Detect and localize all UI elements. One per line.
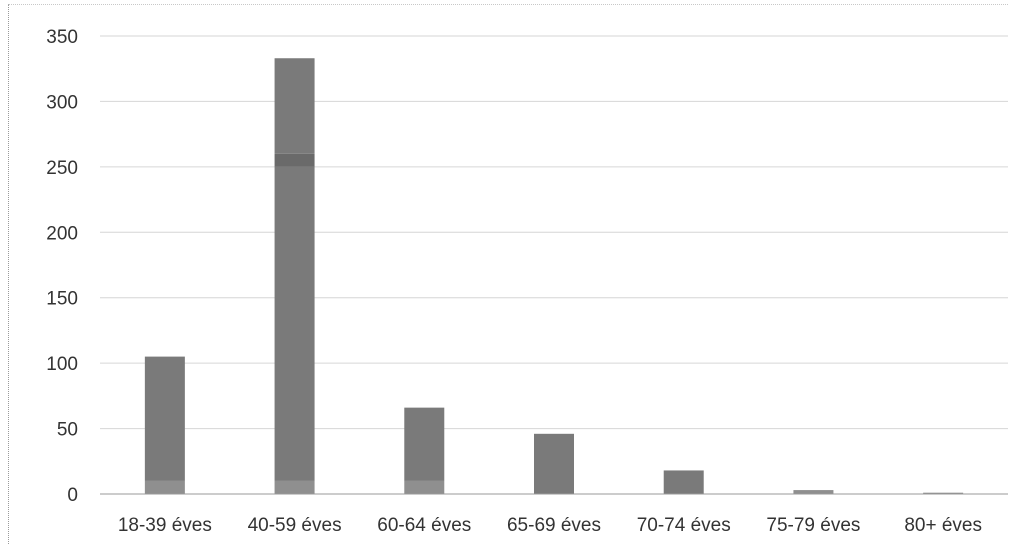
bar-segment bbox=[793, 490, 834, 494]
y-tick-label: 300 bbox=[46, 92, 78, 113]
y-tick-label: 0 bbox=[67, 485, 78, 506]
chart-frame bbox=[8, 4, 1008, 544]
x-axis-categories: 18-39 éves 40-59 éves 60-64 éves 65-69 éves… bbox=[118, 515, 982, 536]
bar-segment bbox=[274, 480, 315, 494]
y-tick-label: 250 bbox=[46, 158, 78, 179]
bar-segment bbox=[274, 153, 315, 167]
x-category-label: 60-64 éves bbox=[377, 515, 471, 536]
bar-segment bbox=[923, 492, 964, 494]
y-axis-ticks: 0 50 100 150 200 250 300 350 bbox=[46, 27, 78, 506]
x-category-label: 18-39 éves bbox=[118, 515, 212, 536]
bar-segment bbox=[274, 58, 315, 154]
bar-segment bbox=[534, 433, 574, 494]
x-category-label: 70-74 éves bbox=[637, 515, 731, 536]
y-tick-label: 150 bbox=[46, 289, 78, 310]
bar-segment bbox=[663, 470, 704, 494]
x-category-label: 65-69 éves bbox=[507, 515, 601, 536]
bars bbox=[144, 58, 964, 494]
x-category-label: 80+ éves bbox=[904, 515, 982, 536]
y-tick-label: 200 bbox=[46, 223, 78, 244]
bar-segment bbox=[274, 166, 315, 481]
x-category-label: 75-79 éves bbox=[766, 515, 860, 536]
bar-segment bbox=[404, 480, 445, 494]
gridlines bbox=[100, 35, 1008, 430]
bar-segment bbox=[144, 480, 185, 494]
bar-segment bbox=[404, 407, 445, 481]
x-category-label: 40-59 éves bbox=[248, 515, 342, 536]
y-tick-label: 100 bbox=[46, 354, 78, 375]
bar-segment bbox=[144, 356, 185, 481]
y-tick-label: 50 bbox=[57, 420, 78, 441]
y-tick-label: 350 bbox=[46, 27, 78, 48]
